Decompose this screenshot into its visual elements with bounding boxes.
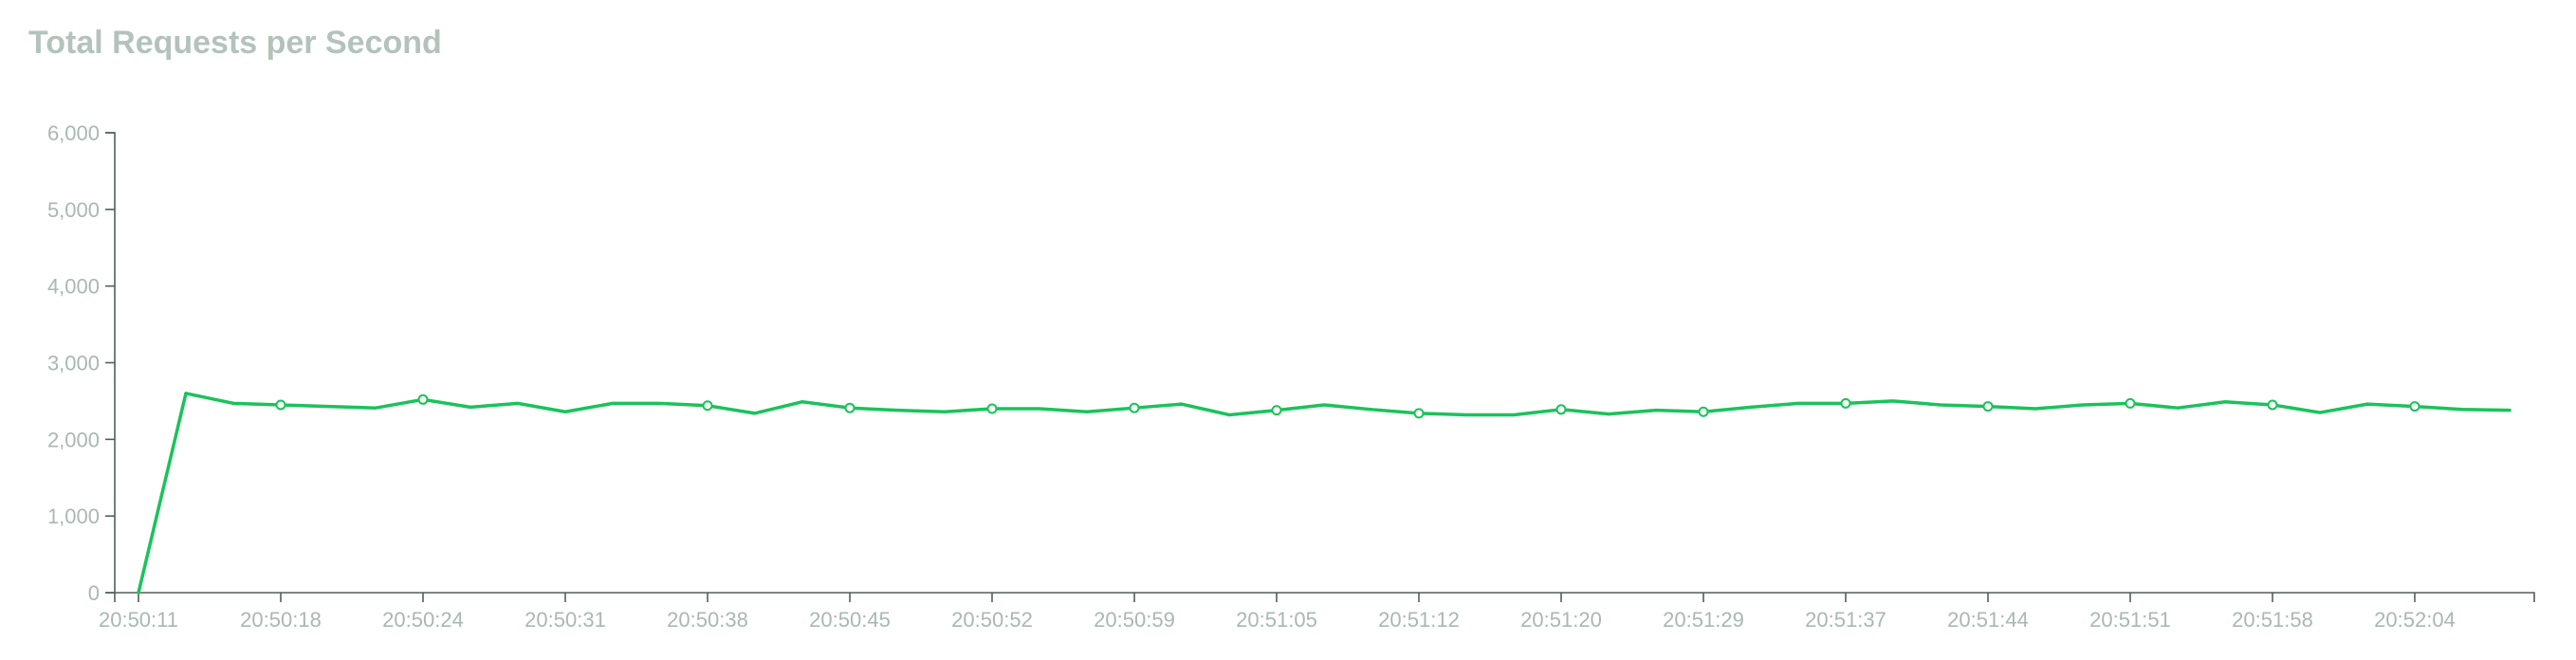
data-point — [702, 400, 713, 412]
y-tick-label: 6,000 — [47, 121, 100, 145]
series-line — [137, 392, 2512, 595]
data-point — [1413, 408, 1425, 419]
x-tick-label: 20:50:24 — [382, 608, 464, 632]
y-tick-label: 5,000 — [47, 198, 100, 222]
x-tick-label: 20:51:58 — [2232, 608, 2313, 632]
x-tick-label: 20:50:18 — [240, 608, 322, 632]
x-tick-label: 20:52:04 — [2374, 608, 2456, 632]
x-tick-label: 20:51:44 — [1947, 608, 2029, 632]
data-point — [2267, 399, 2278, 411]
y-tick-label: 3,000 — [47, 352, 100, 376]
data-point — [417, 394, 429, 405]
data-point — [1698, 406, 1709, 417]
data-point — [1555, 404, 1567, 415]
x-tick-label: 20:50:45 — [809, 608, 891, 632]
y-tick-label: 0 — [88, 581, 100, 605]
plot-area — [137, 392, 2512, 595]
x-tick-label: 20:50:59 — [1094, 608, 1175, 632]
x-tick-label: 20:51:05 — [1236, 608, 1317, 632]
data-point — [1129, 402, 1140, 413]
data-point — [986, 403, 998, 414]
data-point — [2409, 401, 2420, 412]
x-tick-label: 20:50:38 — [667, 608, 748, 632]
x-tick-label: 20:50:52 — [951, 608, 1033, 632]
data-point — [844, 402, 856, 413]
x-tick-label: 20:50:11 — [99, 608, 178, 632]
x-tick-label: 20:51:51 — [2089, 608, 2171, 632]
data-point — [2125, 397, 2136, 409]
y-tick-label: 4,000 — [47, 275, 100, 299]
x-tick-label: 20:51:29 — [1663, 608, 1744, 632]
x-tick-label: 20:51:12 — [1378, 608, 1460, 632]
x-axis: 20:50:11 20:50:18 20:50:24 20:50:31 20:50:38… — [99, 592, 2535, 632]
data-point — [275, 399, 286, 411]
x-tick-label: 20:51:37 — [1805, 608, 1886, 632]
x-tick-label: 20:51:20 — [1520, 608, 1602, 632]
data-point — [1271, 405, 1282, 416]
data-point — [1982, 401, 1994, 412]
y-tick-label: 2,000 — [47, 428, 100, 451]
data-point — [1840, 397, 1851, 409]
y-tick-label: 1,000 — [47, 504, 100, 528]
x-axis-line — [114, 592, 2535, 602]
y-axis: 0 1,000 2,000 3,000 4,000 5,000 6,000 — [47, 121, 116, 605]
chart-title: Total Requests per Second — [28, 25, 442, 61]
x-tick-label: 20:50:31 — [524, 608, 606, 632]
